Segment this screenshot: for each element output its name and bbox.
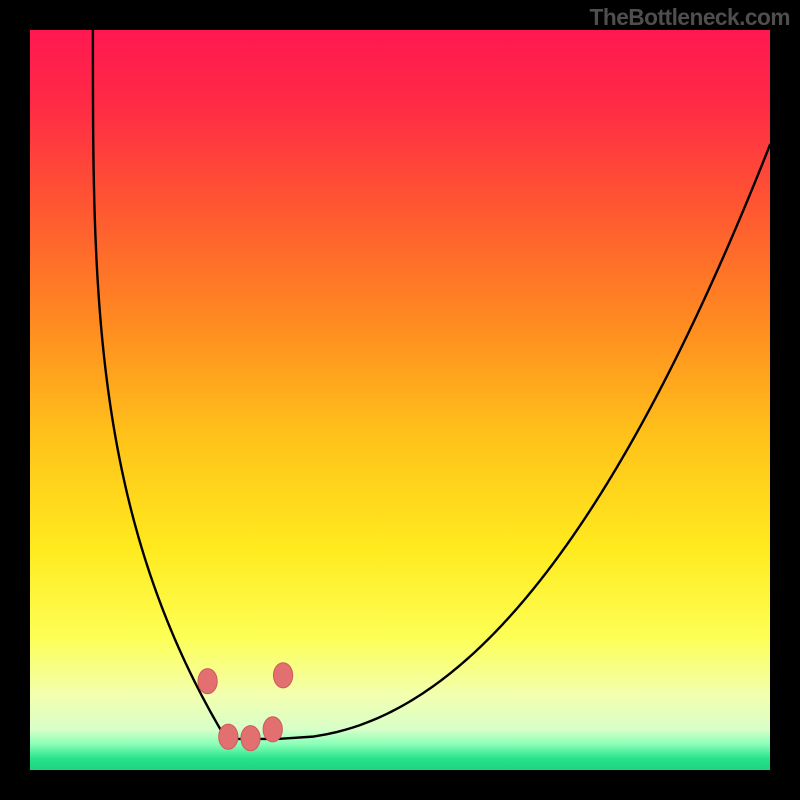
chart-canvas: TheBottleneck.com — [0, 0, 800, 800]
data-marker — [198, 669, 217, 694]
watermark-text: TheBottleneck.com — [590, 4, 790, 31]
data-marker — [241, 726, 260, 751]
data-marker — [263, 717, 282, 742]
data-marker — [219, 724, 238, 749]
bottleneck-curve-chart — [0, 0, 800, 800]
gradient-background — [30, 30, 770, 770]
data-marker — [273, 663, 292, 688]
